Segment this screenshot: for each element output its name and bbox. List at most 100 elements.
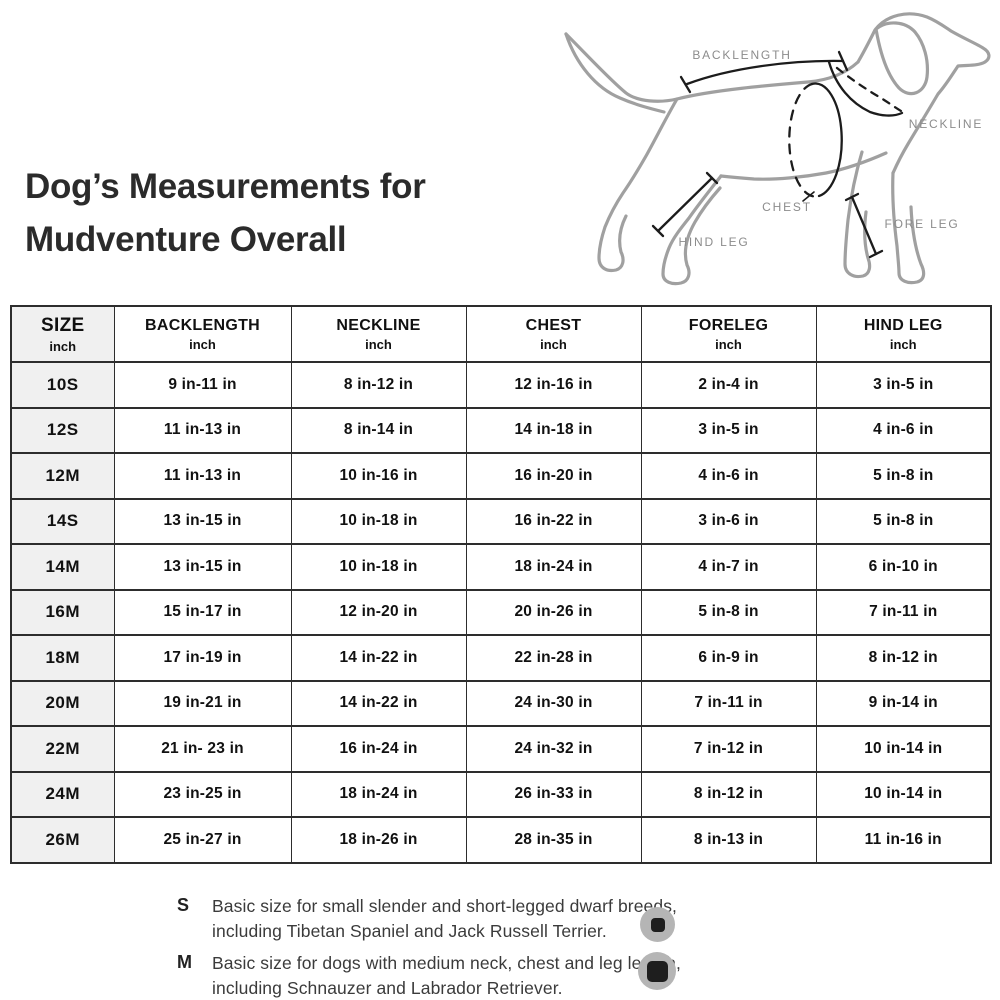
hindleg-cell: 4 in-6 in [815,406,992,454]
table-row: 14M 13 in-15 in 10 in-18 in 18 in-24 in … [10,543,992,591]
hindleg-cell: 5 in-8 in [815,452,992,500]
table-row: 26M 25 in-27 in 18 in-26 in 28 in-35 in … [10,816,992,864]
backlength-cell: 17 in-19 in [113,634,292,682]
dog-outline-icon [564,12,991,286]
page-title: Dog’s Measurements for Mudventure Overal… [25,160,426,266]
header-neckline: NECKLINE inch [290,305,467,363]
footnote-s-key: S [177,895,190,915]
m-size-icon [638,952,676,990]
hindleg-cell: 3 in-5 in [815,361,992,409]
table-row: 18M 17 in-19 in 14 in-22 in 22 in-28 in … [10,634,992,682]
footnote-m: M Basic size for dogs with medium neck, … [177,951,681,1000]
foreleg-cell: 7 in-11 in [640,679,817,727]
foreleg-cell: 2 in-4 in [640,361,817,409]
neckline-cell: 10 in-18 in [290,543,467,591]
backlength-cell: 25 in-27 in [113,816,292,864]
s-size-icon [640,907,675,942]
size-cell: 20M [10,679,115,727]
chest-cell: 14 in-18 in [465,406,642,454]
page-title-line-1: Dog’s Measurements for [25,167,426,206]
size-cell: 10S [10,361,115,409]
size-cell: 24M [10,770,115,818]
foreleg-cell: 4 in-6 in [640,452,817,500]
hindleg-cell: 5 in-8 in [815,497,992,545]
table-row: 12M 11 in-13 in 10 in-16 in 16 in-20 in … [10,452,992,500]
chest-cell: 16 in-20 in [465,452,642,500]
foreleg-cell: 5 in-8 in [640,588,817,636]
size-cell: 14M [10,543,115,591]
neckline-cell: 14 in-22 in [290,634,467,682]
diagram-label-neckline: NECKLINE [909,117,983,131]
hindleg-cell: 10 in-14 in [815,770,992,818]
hindleg-cell: 7 in-11 in [815,588,992,636]
neckline-cell: 14 in-22 in [290,679,467,727]
hindleg-cell: 9 in-14 in [815,679,992,727]
backlength-cell: 11 in-13 in [113,452,292,500]
size-cell: 16M [10,588,115,636]
hindleg-cell: 8 in-12 in [815,634,992,682]
size-cell: 14S [10,497,115,545]
header-backlength: BACKLENGTH inch [113,305,292,363]
foreleg-cell: 7 in-12 in [640,725,817,773]
size-cell: 12M [10,452,115,500]
foreleg-cell: 3 in-5 in [640,406,817,454]
backlength-cell: 15 in-17 in [113,588,292,636]
table-row: 16M 15 in-17 in 12 in-20 in 20 in-26 in … [10,588,992,636]
backlength-cell: 13 in-15 in [113,543,292,591]
header-size: SIZE inch [10,305,115,363]
chest-cell: 20 in-26 in [465,588,642,636]
hindleg-cell: 6 in-10 in [815,543,992,591]
backlength-cell: 21 in- 23 in [113,725,292,773]
table-row: 12S 11 in-13 in 8 in-14 in 14 in-18 in 3… [10,406,992,454]
diagram-label-hind-leg: HIND LEG [678,235,749,249]
chest-cell: 16 in-22 in [465,497,642,545]
size-cell: 26M [10,816,115,864]
neckline-cell: 18 in-26 in [290,816,467,864]
page-title-line-2: Mudventure Overall [25,220,347,259]
table-row: 22M 21 in- 23 in 16 in-24 in 24 in-32 in… [10,725,992,773]
neckline-cell: 10 in-18 in [290,497,467,545]
neckline-cell: 8 in-12 in [290,361,467,409]
foreleg-cell: 3 in-6 in [640,497,817,545]
size-cell: 18M [10,634,115,682]
footnote-m-text: Basic size for dogs with medium neck, ch… [212,953,681,998]
foreleg-cell: 8 in-13 in [640,816,817,864]
neckline-cell: 18 in-24 in [290,770,467,818]
chest-cell: 12 in-16 in [465,361,642,409]
table-row: 14S 13 in-15 in 10 in-18 in 16 in-22 in … [10,497,992,545]
hindleg-cell: 10 in-14 in [815,725,992,773]
backlength-cell: 9 in-11 in [113,361,292,409]
chest-cell: 22 in-28 in [465,634,642,682]
neckline-cell: 8 in-14 in [290,406,467,454]
foreleg-cell: 4 in-7 in [640,543,817,591]
table-row: 10S 9 in-11 in 8 in-12 in 12 in-16 in 2 … [10,361,992,409]
diagram-label-backlength: BACKLENGTH [692,48,791,62]
table-header-row: SIZE inch BACKLENGTH inch NECKLINE inch … [10,305,992,363]
foreleg-cell: 6 in-9 in [640,634,817,682]
footnote-s-text: Basic size for small slender and short-l… [212,896,678,941]
header-chest: CHEST inch [465,305,642,363]
neckline-cell: 16 in-24 in [290,725,467,773]
header-hindleg: HIND LEG inch [815,305,992,363]
backlength-cell: 11 in-13 in [113,406,292,454]
chest-cell: 24 in-32 in [465,725,642,773]
hindleg-cell: 11 in-16 in [815,816,992,864]
size-cell: 22M [10,725,115,773]
backlength-cell: 13 in-15 in [113,497,292,545]
diagram-label-fore-leg: FORE LEG [884,217,959,231]
chest-cell: 24 in-30 in [465,679,642,727]
neckline-cell: 10 in-16 in [290,452,467,500]
chest-cell: 18 in-24 in [465,543,642,591]
foreleg-cell: 8 in-12 in [640,770,817,818]
backlength-cell: 23 in-25 in [113,770,292,818]
size-cell: 12S [10,406,115,454]
dog-measurement-diagram: BACKLENGTH NECKLINE CHEST FORE LEG HIND … [564,12,991,286]
chest-cell: 26 in-33 in [465,770,642,818]
chest-cell: 28 in-35 in [465,816,642,864]
neckline-cell: 12 in-20 in [290,588,467,636]
header-foreleg: FORELEG inch [640,305,817,363]
diagram-label-chest: CHEST [762,200,812,214]
table-row: 24M 23 in-25 in 18 in-24 in 26 in-33 in … [10,770,992,818]
footnote-s: S Basic size for small slender and short… [177,894,677,943]
